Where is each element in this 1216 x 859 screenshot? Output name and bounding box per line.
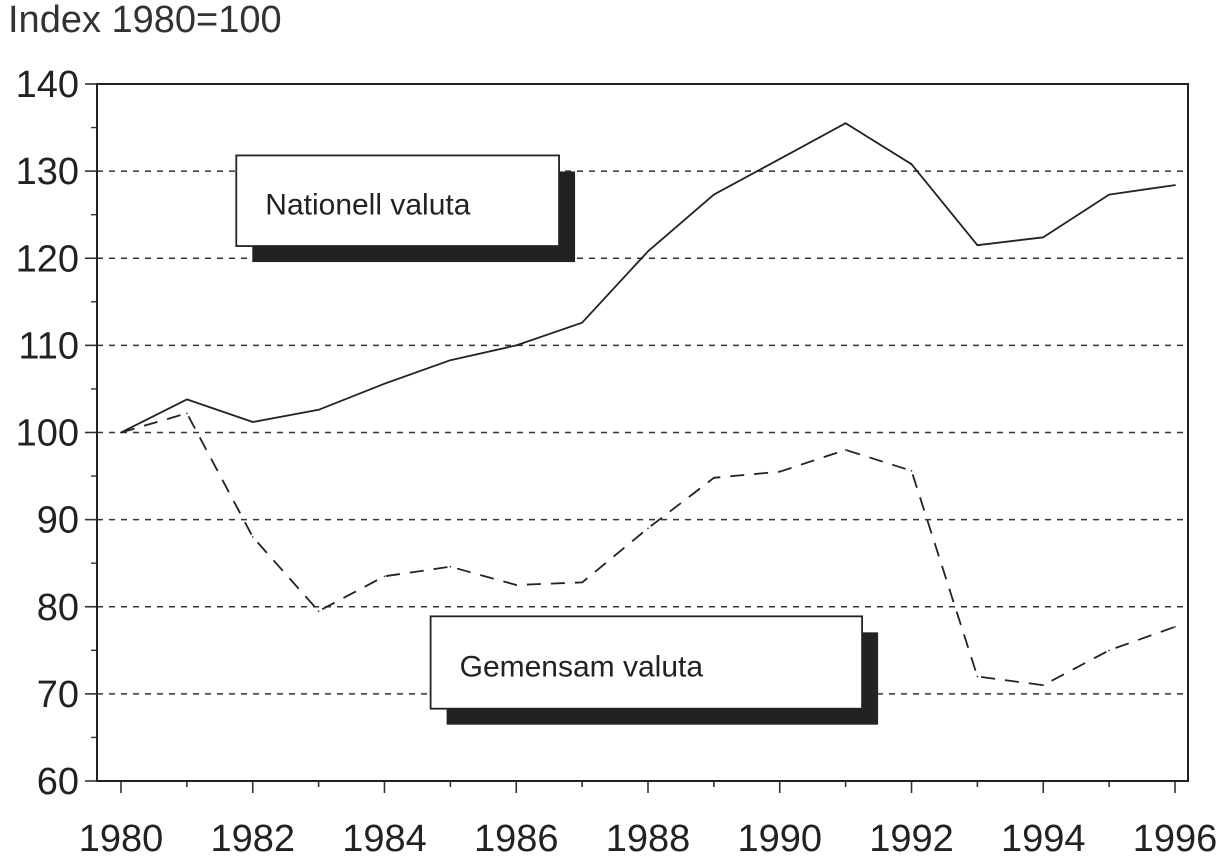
series-1-point-1992: [910, 470, 913, 472]
plot-frame: [96, 83, 1189, 782]
series-0-point-1992: [910, 163, 913, 165]
x-tick-label-1984: 1984: [342, 818, 427, 859]
series-1-point-1991: [844, 449, 847, 451]
series-1-point-1993: [976, 675, 979, 678]
series-0-point-1987: [581, 321, 583, 324]
x-tick-label-1986: 1986: [474, 818, 559, 859]
series-labels: Nationell valuta Gemensam valuta: [235, 154, 879, 725]
series-line-1: [120, 412, 1176, 687]
series-1-point-1990: [778, 470, 781, 473]
series-0-point-1993: [976, 244, 979, 246]
series-0-point-1982: [251, 421, 254, 423]
x-tick-label-1994: 1994: [1001, 818, 1086, 859]
y-tick-label-120: 120: [16, 238, 79, 280]
series-1-point-1983: [317, 610, 320, 612]
y-tick-label-140: 140: [16, 64, 79, 106]
series-0-point-1996: [1174, 184, 1176, 186]
y-tick-label-60: 60: [37, 761, 79, 803]
x-tick-label-1982: 1982: [210, 818, 295, 859]
x-tick-label-1980: 1980: [79, 818, 164, 859]
series-0-point-1985: [449, 359, 452, 361]
series-1-point-1994: [1042, 684, 1045, 686]
series-label-1: Gemensam valuta: [460, 651, 704, 684]
x-tick-label-1988: 1988: [606, 818, 691, 859]
series-0-point-1986: [515, 344, 518, 347]
axes: [85, 83, 1189, 793]
y-tick-label-130: 130: [16, 151, 79, 193]
series-0-point-1983: [317, 409, 320, 411]
series-0-point-1991: [844, 122, 847, 125]
series-0-point-1981: [186, 398, 188, 401]
series-label-0: Nationell valuta: [265, 189, 470, 222]
series-0-point-1989: [713, 193, 715, 196]
series-lines: [120, 122, 1176, 687]
series-1-point-1986: [515, 584, 518, 586]
series-0-point-1990: [778, 158, 781, 160]
series-1-point-1985: [449, 565, 452, 568]
series-label-box-0: [235, 154, 560, 247]
series-1-point-1982: [251, 536, 254, 538]
y-tick-label-110: 110: [18, 325, 79, 367]
y-tick-labels: 60 70 80 90 100 110 120 130 140: [16, 64, 79, 803]
y-axis-label: Index 1980=100: [8, 0, 282, 41]
series-0-point-1995: [1108, 193, 1110, 196]
series-1-point-1989: [713, 477, 715, 479]
y-tick-label-100: 100: [16, 413, 79, 455]
series-1-point-1987: [581, 581, 583, 584]
series-1-point-1996: [1174, 625, 1176, 628]
x-tick-label-1996: 1996: [1133, 818, 1216, 859]
series-1-point-1980: [120, 431, 122, 434]
y-tick-label-90: 90: [37, 500, 79, 542]
series-0-point-1994: [1042, 236, 1045, 239]
x-tick-label-1992: 1992: [869, 818, 954, 859]
series-1-point-1988: [647, 527, 649, 530]
series-1-point-1995: [1108, 649, 1110, 652]
y-tick-label-80: 80: [37, 587, 79, 629]
series-0-point-1984: [383, 382, 386, 385]
x-tick-labels: 1980 1982 1984 1986 1988 1990 1992 1994 1996: [79, 818, 1216, 859]
y-tick-label-70: 70: [37, 674, 79, 716]
x-tick-label-1990: 1990: [737, 818, 822, 859]
series-1-point-1984: [383, 575, 386, 578]
series-label-box-1: [429, 615, 863, 710]
series-1-point-1981: [186, 412, 188, 415]
series-0-point-1988: [647, 250, 649, 253]
